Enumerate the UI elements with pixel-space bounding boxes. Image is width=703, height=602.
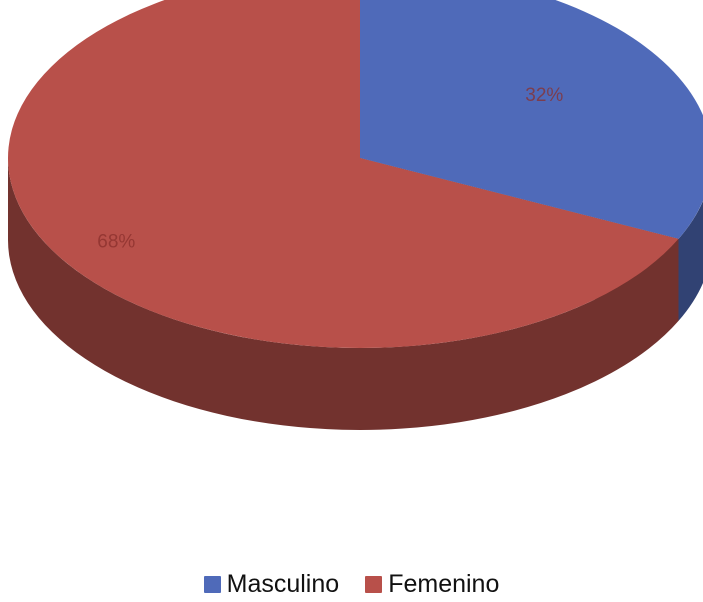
pie-group: 32% 68% xyxy=(8,0,703,431)
legend: Masculino Femenino xyxy=(0,572,703,597)
pie-side-femenino xyxy=(8,158,679,431)
legend-swatch-masculino xyxy=(203,576,221,593)
legend-item-femenino: Femenino xyxy=(365,572,499,597)
pie-side-masculino xyxy=(678,200,703,321)
legend-item-masculino: Masculino xyxy=(203,570,340,598)
pie-slice-femenino xyxy=(8,0,679,348)
legend-label-masculino: Masculino xyxy=(226,570,340,598)
data-label-femenino: 68% xyxy=(97,231,135,252)
legend-label-femenino: Femenino xyxy=(388,570,500,598)
pie-slice-masculino xyxy=(360,0,703,239)
data-label-masculino: 32% xyxy=(525,85,563,106)
legend-swatch-femenino xyxy=(365,576,383,593)
